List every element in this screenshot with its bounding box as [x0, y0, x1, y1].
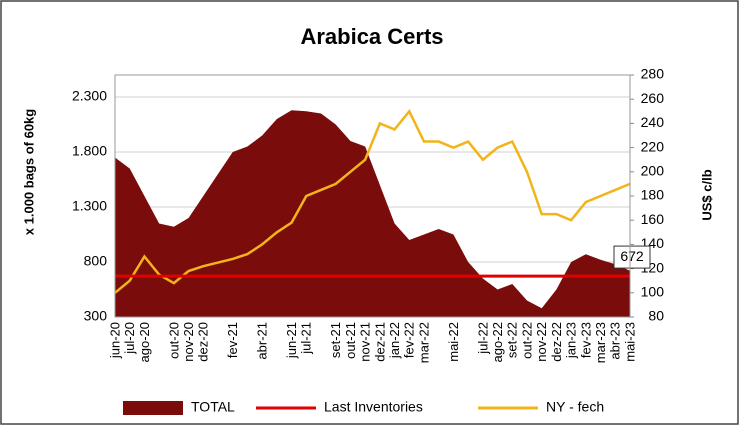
y-axis-title: x 1.000 bags of 60kg	[21, 109, 36, 236]
x-tick-label: out-21	[343, 322, 358, 359]
legend-label: Last Inventories	[324, 399, 423, 415]
y-tick-label: 2.300	[72, 88, 107, 104]
x-tick-label: jan-22	[387, 322, 402, 359]
y2-axis-title: US$ c/lb	[699, 169, 714, 220]
x-tick-label: mar-23	[593, 322, 608, 363]
plot-border	[114, 74, 631, 318]
y2-tick-label: 240	[641, 114, 665, 130]
x-tick-label: jun-20	[107, 322, 122, 359]
y-tick-label: 1.800	[72, 143, 107, 159]
x-tick-label: dez-21	[372, 322, 387, 362]
x-tick-label: ago-22	[490, 322, 505, 362]
x-tick-label: jul-21	[299, 322, 314, 355]
x-tick-label: jan-23	[564, 322, 579, 359]
x-tick-label: nov-20	[181, 322, 196, 362]
x-tick-label: set-22	[505, 322, 520, 358]
x-tick-label: mai-23	[622, 322, 637, 362]
y2-tick-label: 260	[641, 90, 665, 106]
x-tick-label: fev-23	[578, 322, 593, 358]
reference-label-box	[613, 245, 651, 269]
x-tick-label: dez-20	[196, 322, 211, 362]
x-tick-label: set-21	[328, 322, 343, 358]
y-tick-label: 1.300	[72, 198, 107, 214]
x-tick-label: dez-22	[549, 322, 564, 362]
x-tick-label: mar-22	[416, 322, 431, 363]
y2-tick-label: 200	[641, 163, 665, 179]
x-tick-label: abr-23	[608, 322, 623, 360]
area	[115, 110, 630, 317]
y-tick-label: 800	[84, 253, 108, 269]
y2-tick-label: 100	[641, 284, 665, 300]
line	[114, 108, 631, 294]
x-tick-label: out-22	[519, 322, 534, 359]
x-tick-label: jul-22	[475, 322, 490, 355]
chart-title: Arabica Certs	[300, 24, 443, 49]
legend-swatch	[123, 401, 183, 415]
y2-tick-label: 80	[648, 308, 664, 324]
y-tick-label: 300	[84, 308, 108, 324]
x-tick-label: fev-21	[225, 322, 240, 358]
y2-tick-label: 180	[641, 187, 665, 203]
x-tick-label: nov-21	[358, 322, 373, 362]
legend-label: NY - fech	[546, 399, 604, 415]
x-tick-label: jul-20	[122, 322, 137, 355]
y2-tick-label: 280	[641, 66, 665, 82]
x-tick-label: abr-21	[255, 322, 270, 360]
legend-label: TOTAL	[191, 399, 235, 415]
y2-tick-label: 160	[641, 211, 665, 227]
y2-tick-label: 220	[641, 138, 665, 154]
x-tick-label: jun-21	[284, 322, 299, 359]
x-tick-label: nov-22	[534, 322, 549, 362]
reference-label: 672	[620, 248, 644, 264]
x-tick-label: mai-22	[446, 322, 461, 362]
x-tick-label: ago-20	[137, 322, 152, 362]
x-tick-label: out-20	[166, 322, 181, 359]
x-tick-label: fev-22	[402, 322, 417, 358]
